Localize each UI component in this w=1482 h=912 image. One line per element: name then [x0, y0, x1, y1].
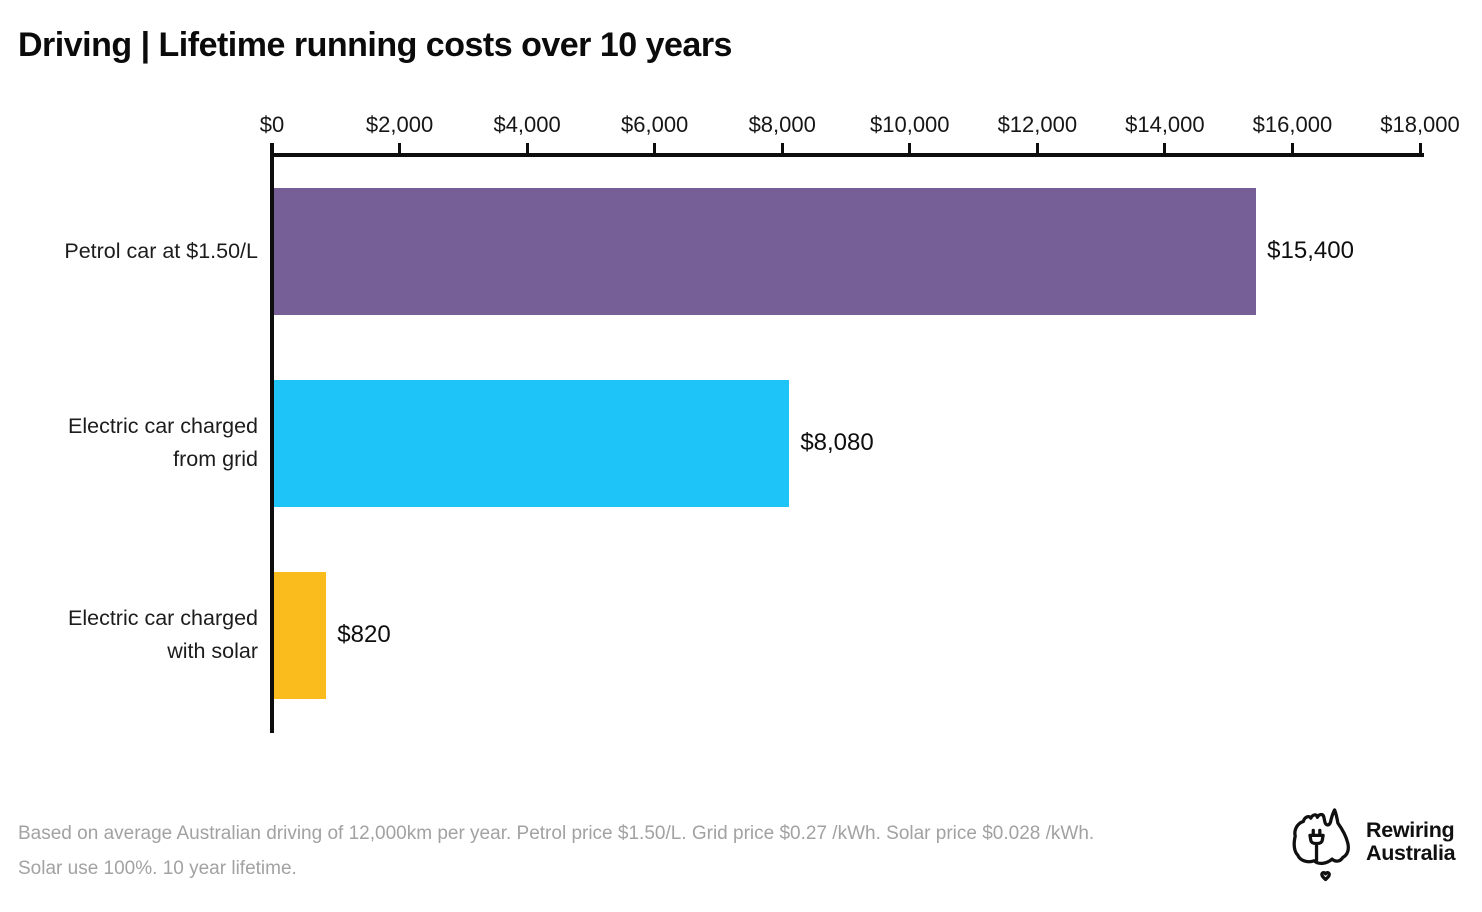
australia-map-plug-icon — [1292, 808, 1350, 882]
value-label: $820 — [337, 621, 391, 648]
category-label: Electric car charged from grid — [68, 414, 258, 471]
x-tick-label: $6,000 — [621, 112, 689, 137]
x-tick-label: $4,000 — [493, 112, 561, 137]
x-tick-mark — [1418, 143, 1422, 153]
x-tick-mark — [780, 143, 784, 153]
bar — [274, 187, 1257, 315]
tasmania-heart — [1320, 871, 1331, 882]
x-tick-mark — [1163, 143, 1167, 153]
logo-wordmark: Rewiring Australia — [1366, 818, 1456, 865]
y-axis-line — [270, 143, 274, 733]
x-tick-label: $0 — [259, 112, 285, 137]
value-label: $8,080 — [800, 429, 874, 456]
rewiring-australia-logo: Rewiring Australia — [1278, 798, 1474, 898]
x-tick-mark — [525, 143, 529, 153]
x-tick-mark — [1290, 143, 1294, 153]
x-axis-line — [270, 153, 1424, 157]
footnote-line-1: Based on average Australian driving of 1… — [18, 823, 1095, 844]
value-label: $15,400 — [1267, 237, 1354, 264]
bar — [274, 379, 790, 507]
x-tick-label: $10,000 — [870, 112, 950, 137]
x-tick-mark — [1035, 143, 1039, 153]
logo-line-1: Rewiring — [1366, 818, 1455, 842]
footnote: Based on average Australian driving of 1… — [18, 816, 1094, 886]
x-tick-label: $14,000 — [1125, 112, 1205, 137]
x-tick-label: $12,000 — [997, 112, 1078, 137]
logo-line-2: Australia — [1366, 841, 1456, 865]
bar — [274, 571, 327, 699]
x-tick-mark — [653, 143, 657, 153]
footnote-line-2: Solar use 100%. 10 year lifetime. — [18, 858, 297, 879]
category-label: Petrol car at $1.50/L — [64, 238, 258, 263]
x-tick-label: $18,000 — [1380, 112, 1460, 137]
x-tick-label: $16,000 — [1252, 112, 1333, 137]
plug-glyph — [1308, 828, 1325, 862]
x-tick-mark — [398, 143, 402, 153]
x-tick-mark — [270, 143, 274, 153]
x-tick-label: $8,000 — [748, 112, 816, 137]
category-label: Electric car charged with solar — [68, 606, 258, 663]
australia-outline — [1292, 808, 1350, 865]
x-tick-label: $2,000 — [365, 112, 434, 137]
x-tick-mark — [908, 143, 912, 153]
chart-title: Driving | Lifetime running costs over 10… — [18, 26, 732, 64]
